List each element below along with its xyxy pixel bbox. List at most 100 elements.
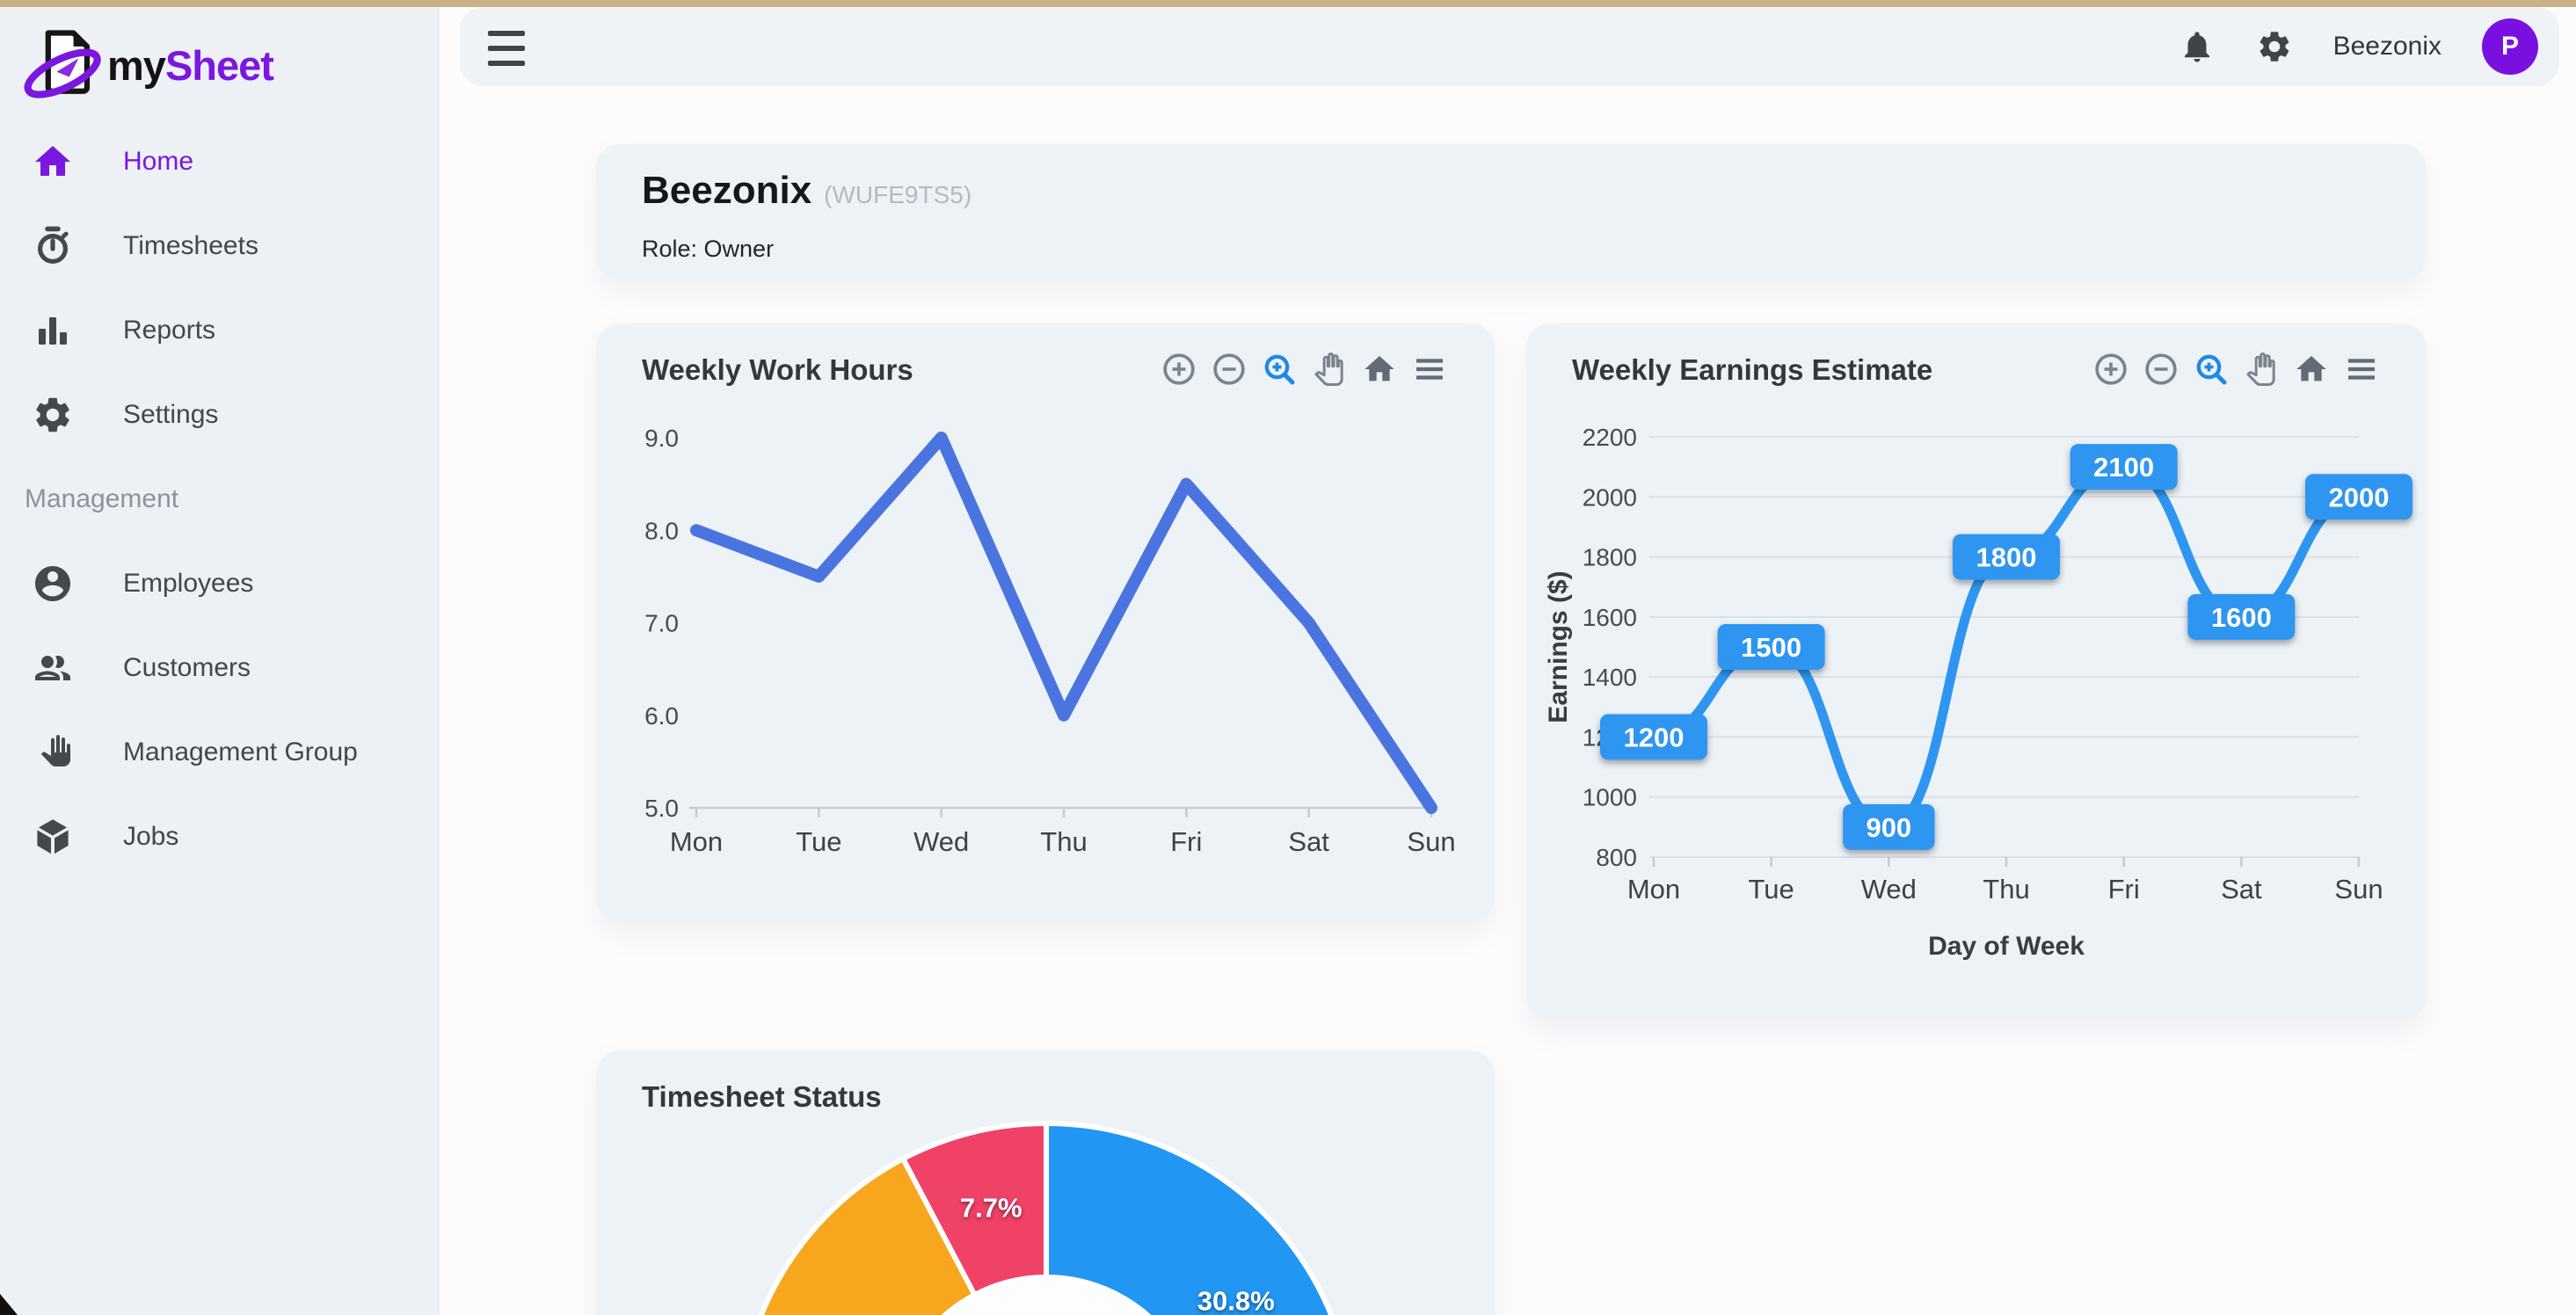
- zoom-in-icon[interactable]: [2093, 352, 2128, 387]
- sidebar-item-management-group[interactable]: Management Group: [0, 710, 440, 795]
- menu-icon[interactable]: [2344, 352, 2379, 387]
- timesheet-status-card: Timesheet Status 30.8% 7.7%: [596, 1050, 1495, 1315]
- person-icon: [32, 563, 74, 605]
- svg-text:Earnings ($): Earnings ($): [1544, 570, 1573, 723]
- avatar[interactable]: P: [2482, 18, 2538, 75]
- sheet-logo-icon: [23, 23, 107, 107]
- timer-icon: [32, 225, 74, 267]
- reset-home-icon[interactable]: [1362, 352, 1397, 387]
- mouse-cursor: [0, 1294, 18, 1315]
- gear-icon[interactable]: [2256, 28, 2293, 65]
- zoom-out-icon[interactable]: [2143, 352, 2179, 387]
- app-title: mySheet: [107, 41, 274, 89]
- svg-text:Mon: Mon: [670, 826, 723, 857]
- chart-toolbar: [2093, 352, 2379, 387]
- svg-text:Day of Week: Day of Week: [1928, 932, 2085, 961]
- chart-toolbar: [1161, 352, 1447, 387]
- svg-text:Tue: Tue: [796, 826, 841, 857]
- weekly-work-hours-chart[interactable]: 5.0 6.0 7.0 8.0 9.0 Mon Tue Wed Thu Fri Sat Sun: [596, 323, 1495, 921]
- box-zoom-icon[interactable]: [2194, 352, 2229, 387]
- gear-icon: [32, 394, 74, 436]
- sidebar-nav: Home Timesheets Reports Settings M: [0, 120, 440, 879]
- hand-icon: [32, 731, 74, 774]
- sidebar: mySheet Home Timesheets Reports: [0, 7, 440, 1315]
- svg-text:Sun: Sun: [2334, 874, 2383, 905]
- sidebar-item-label: Management Group: [123, 737, 358, 766]
- svg-text:Tue: Tue: [1749, 874, 1794, 905]
- sidebar-item-timesheets[interactable]: Timesheets: [0, 204, 440, 288]
- svg-text:Sun: Sun: [1407, 826, 1455, 857]
- svg-text:30.8%: 30.8%: [1197, 1285, 1275, 1315]
- bell-icon[interactable]: [2179, 28, 2216, 65]
- sidebar-item-home[interactable]: Home: [0, 120, 440, 204]
- svg-text:6.0: 6.0: [644, 702, 679, 730]
- sidebar-item-settings[interactable]: Settings: [0, 373, 440, 457]
- topbar-company-label[interactable]: Beezonix: [2332, 32, 2441, 61]
- pan-icon[interactable]: [1312, 352, 1347, 387]
- sidebar-item-label: Jobs: [123, 822, 179, 851]
- chart-title: Weekly Earnings Estimate: [1572, 353, 1933, 386]
- svg-text:1000: 1000: [1583, 784, 1637, 811]
- timesheet-status-donut[interactable]: 30.8% 7.7%: [596, 1050, 1495, 1315]
- svg-text:Sat: Sat: [2221, 874, 2262, 905]
- sidebar-item-label: Settings: [123, 400, 219, 429]
- svg-text:Thu: Thu: [1040, 826, 1087, 857]
- sidebar-item-label: Home: [123, 147, 194, 176]
- svg-text:1600: 1600: [2211, 602, 2272, 633]
- company-code: (WUFE9TS5): [824, 181, 972, 208]
- sidebar-item-jobs[interactable]: Jobs: [0, 795, 440, 879]
- topbar: Beezonix P: [460, 7, 2559, 86]
- svg-text:Wed: Wed: [1861, 874, 1917, 905]
- sidebar-item-label: Reports: [123, 316, 216, 345]
- zoom-in-icon[interactable]: [1161, 352, 1197, 387]
- weekly-earnings-card: Weekly Earnings Estimate 800 1000 1200 1400…: [1526, 323, 2427, 1020]
- svg-text:Fri: Fri: [1170, 826, 1202, 857]
- svg-text:1800: 1800: [1976, 542, 2037, 573]
- sidebar-item-reports[interactable]: Reports: [0, 288, 440, 373]
- reset-home-icon[interactable]: [2294, 352, 2329, 387]
- chart-title: Timesheet Status: [642, 1080, 882, 1113]
- menu-icon[interactable]: [1412, 352, 1447, 387]
- svg-text:9.0: 9.0: [644, 425, 679, 452]
- svg-text:900: 900: [1866, 812, 1911, 843]
- svg-text:1400: 1400: [1583, 664, 1637, 691]
- menu-toggle-button[interactable]: [488, 29, 525, 68]
- chart-title: Weekly Work Hours: [642, 353, 913, 386]
- svg-text:8.0: 8.0: [644, 517, 679, 544]
- sidebar-item-label: Employees: [123, 569, 254, 598]
- zoom-out-icon[interactable]: [1212, 352, 1247, 387]
- svg-text:2000: 2000: [2329, 482, 2390, 512]
- sidebar-item-customers[interactable]: Customers: [0, 626, 440, 710]
- svg-text:Mon: Mon: [1627, 874, 1680, 905]
- svg-text:2000: 2000: [1583, 483, 1637, 511]
- company-name: Beezonix (WUFE9TS5): [642, 169, 972, 212]
- svg-text:7.7%: 7.7%: [960, 1193, 1022, 1224]
- sidebar-item-label: Timesheets: [123, 231, 258, 260]
- window-top-border: [0, 0, 2576, 7]
- svg-text:7.0: 7.0: [644, 610, 679, 637]
- svg-text:2200: 2200: [1583, 424, 1637, 451]
- weekly-work-hours-card: Weekly Work Hours 5.0 6.0 7.0 8.0 9.0 Mon Tue W…: [596, 323, 1495, 921]
- people-icon: [32, 647, 74, 689]
- topbar-right: Beezonix P: [2179, 7, 2538, 86]
- weekly-earnings-chart[interactable]: 800 1000 1200 1400 1600 1800 2000 2200 Mon Tue Wed…: [1526, 323, 2427, 1020]
- box-zoom-icon[interactable]: [1262, 352, 1297, 387]
- pan-icon[interactable]: [2244, 352, 2279, 387]
- svg-text:5.0: 5.0: [644, 795, 679, 822]
- home-icon: [32, 141, 74, 183]
- svg-text:Fri: Fri: [2108, 874, 2140, 905]
- svg-text:800: 800: [1596, 844, 1637, 871]
- svg-text:1500: 1500: [1741, 632, 1801, 663]
- cube-icon: [32, 816, 74, 858]
- app-logo[interactable]: mySheet: [23, 23, 274, 107]
- company-role: Role: Owner: [642, 236, 775, 262]
- svg-text:1600: 1600: [1583, 604, 1637, 631]
- svg-text:Wed: Wed: [913, 826, 969, 857]
- sidebar-item-employees[interactable]: Employees: [0, 541, 440, 626]
- bar-chart-icon: [32, 309, 74, 352]
- svg-text:2100: 2100: [2093, 452, 2154, 483]
- hamburger-icon: [488, 31, 525, 36]
- sidebar-item-label: Customers: [123, 653, 251, 682]
- sidebar-section-management: Management: [25, 484, 179, 513]
